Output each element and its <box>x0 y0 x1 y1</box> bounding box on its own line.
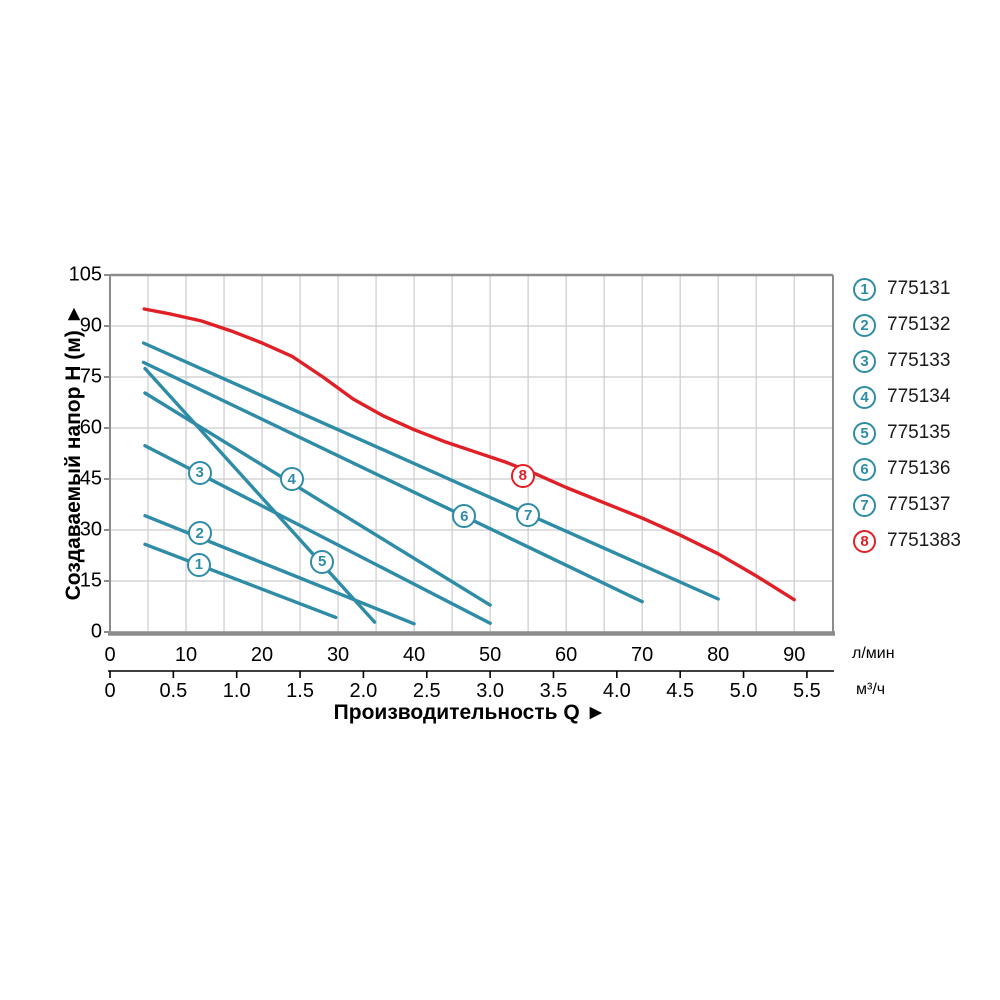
x-tick-lmin-60: 60 <box>555 644 578 666</box>
legend-item-5: 5 775135 <box>853 421 950 445</box>
x-tick-lmin-40: 40 <box>402 644 426 666</box>
legend-badge-5: 5 <box>853 421 876 445</box>
legend-item-1: 1 775131 <box>853 277 950 301</box>
legend-code-5: 775135 <box>887 422 951 443</box>
legend-code-8: 7751383 <box>887 530 961 551</box>
curve-badge-2: 2 <box>187 521 212 546</box>
curve-badge-7: 7 <box>516 503 541 528</box>
legend-code-2: 775132 <box>887 314 951 335</box>
unit-label-m3h: м³/ч <box>856 681 886 698</box>
legend-item-6: 6 775136 <box>853 457 950 481</box>
legend-item-8: 8 7751383 <box>853 529 961 553</box>
legend-item-7: 7 775137 <box>853 493 950 517</box>
y-tick-label-30: 30 <box>79 518 102 541</box>
legend-badge-6: 6 <box>853 457 876 481</box>
x-tick-lmin-80: 80 <box>707 644 730 666</box>
legend-badge-8: 8 <box>853 529 876 553</box>
unit-label-lmin: л/мин <box>852 645 895 662</box>
x-tick-m3h-1.0: 1.0 <box>222 680 251 702</box>
x-tick-lmin-70: 70 <box>631 644 654 666</box>
x-tick-lmin-90: 90 <box>783 644 806 666</box>
legend-code-1: 775131 <box>887 278 951 299</box>
curve-5 <box>143 366 377 624</box>
y-tick-label-90: 90 <box>79 314 102 337</box>
x-tick-lmin-20: 20 <box>250 644 274 666</box>
x-tick-m3h-2.5: 2.5 <box>412 680 441 702</box>
x-tick-m3h-5.5: 5.5 <box>792 680 821 702</box>
x-tick-lmin-0: 0 <box>104 644 116 666</box>
x-axis-title: Производительность Q ► <box>333 701 607 724</box>
curve-badge-8: 8 <box>510 463 535 488</box>
x-tick-m3h-0.5: 0.5 <box>159 680 188 702</box>
legend-badge-1: 1 <box>853 277 876 301</box>
legend-code-7: 775137 <box>887 494 951 515</box>
x-tick-m3h-3.5: 3.5 <box>539 680 568 702</box>
y-tick-label-75: 75 <box>79 365 102 388</box>
curve-badge-3: 3 <box>187 460 212 485</box>
x-tick-lmin-30: 30 <box>326 644 350 666</box>
curve-badge-4: 4 <box>279 467 304 491</box>
curve-1 <box>143 542 338 620</box>
legend-badge-4: 4 <box>853 385 876 409</box>
y-tick-label-45: 45 <box>79 467 102 490</box>
x-tick-m3h-3.0: 3.0 <box>476 680 505 702</box>
legend-badge-2: 2 <box>853 313 876 337</box>
curve-6 <box>141 360 644 604</box>
curve-badge-6: 6 <box>452 504 477 529</box>
y-tick-label-15: 15 <box>79 569 102 592</box>
legend-badge-7: 7 <box>853 493 876 517</box>
x-tick-lmin-10: 10 <box>174 644 198 666</box>
x-tick-lmin-50: 50 <box>479 644 502 666</box>
y-tick-label-60: 60 <box>79 416 102 439</box>
y-tick-label-105: 105 <box>68 263 102 286</box>
x-tick-m3h-0: 0 <box>104 680 116 702</box>
x-tick-m3h-5.0: 5.0 <box>729 680 758 702</box>
curve-7 <box>141 341 720 601</box>
x-tick-m3h-4.0: 4.0 <box>602 680 631 702</box>
curve-badge-5: 5 <box>310 549 335 574</box>
legend-item-2: 2 775132 <box>853 313 950 337</box>
y-tick-label-0: 0 <box>90 620 102 643</box>
legend-code-4: 775134 <box>887 386 951 407</box>
x-tick-m3h-4.5: 4.5 <box>666 680 695 702</box>
legend-badge-3: 3 <box>853 349 876 373</box>
curve-8 <box>142 307 796 602</box>
curve-badge-1: 1 <box>186 552 211 577</box>
legend-item-4: 4 775134 <box>853 385 950 409</box>
curve-4 <box>143 391 492 607</box>
legend-code-3: 775133 <box>887 350 951 371</box>
x-tick-m3h-2.0: 2.0 <box>349 680 378 702</box>
x-tick-m3h-1.5: 1.5 <box>286 680 314 702</box>
legend-item-3: 3 775133 <box>853 349 950 373</box>
legend-code-6: 775136 <box>887 458 951 479</box>
